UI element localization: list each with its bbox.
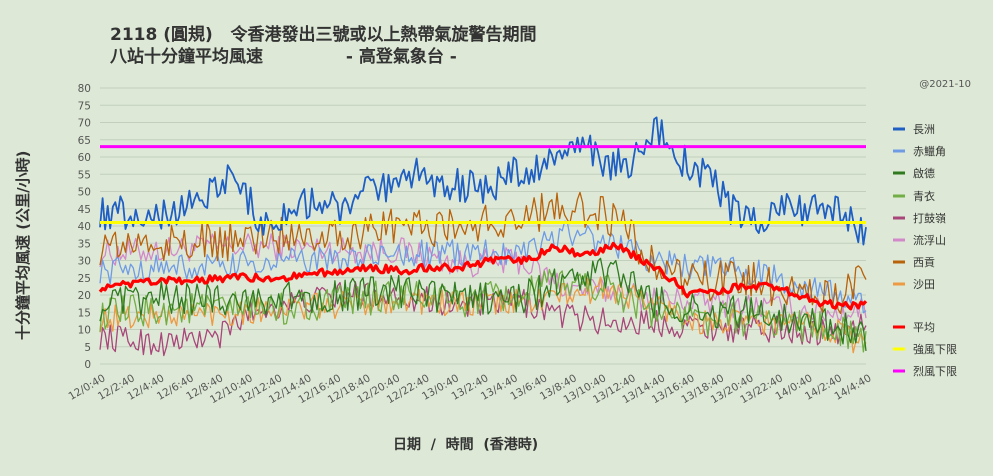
- y-tick-label: 70: [78, 118, 91, 130]
- series-line-西貢: [99, 191, 867, 315]
- legend-label-強風下限: 強風下限: [913, 343, 957, 356]
- y-tick-label: 5: [84, 342, 91, 354]
- legend-label-平均: 平均: [913, 321, 935, 334]
- legend-label-青衣: 青衣: [913, 189, 935, 203]
- legend-label-打鼓嶺: 打鼓嶺: [913, 211, 946, 225]
- legend-label-沙田: 沙田: [913, 278, 935, 291]
- y-tick-label: 35: [78, 238, 91, 250]
- chart-title-line1: 2118 (圓規) 令香港發出三號或以上熱帶氣旋警告期間: [110, 25, 537, 45]
- series-line-啟德: [99, 257, 867, 351]
- y-tick-label: 45: [78, 204, 91, 216]
- y-tick-label: 20: [78, 290, 91, 302]
- series-line-青衣: [99, 268, 867, 353]
- x-axis-label: 日期 / 時間 (香港時): [393, 437, 539, 453]
- legend-label-西貢: 西貢: [913, 256, 935, 269]
- y-tick-label: 15: [78, 307, 91, 319]
- series-line-長洲: [99, 116, 867, 246]
- series-line-平均: [98, 241, 868, 311]
- legend-label-啟德: 啟德: [913, 166, 935, 180]
- y-tick-label: 30: [78, 256, 91, 268]
- chart-title-line2: 八站十分鐘平均風速 - 高登氣象台 -: [110, 47, 457, 67]
- y-tick-label: 0: [84, 359, 91, 371]
- y-tick-label: 65: [78, 135, 91, 147]
- date-stamp: @2021-10: [919, 79, 971, 90]
- legend-label-長洲: 長洲: [913, 123, 935, 136]
- legend-label-流浮山: 流浮山: [913, 233, 946, 247]
- legend-label-赤鱲角: 赤鱲角: [913, 145, 946, 158]
- y-tick-label: 10: [78, 325, 91, 337]
- y-tick-label: 50: [78, 187, 91, 199]
- legend-label-烈風下限: 烈風下限: [913, 364, 957, 378]
- y-tick-label: 25: [78, 273, 91, 285]
- y-tick-label: 75: [78, 100, 91, 112]
- y-tick-label: 80: [78, 83, 91, 95]
- y-tick-label: 55: [78, 169, 91, 181]
- y-tick-label: 40: [78, 221, 91, 233]
- y-tick-label: 60: [78, 152, 91, 164]
